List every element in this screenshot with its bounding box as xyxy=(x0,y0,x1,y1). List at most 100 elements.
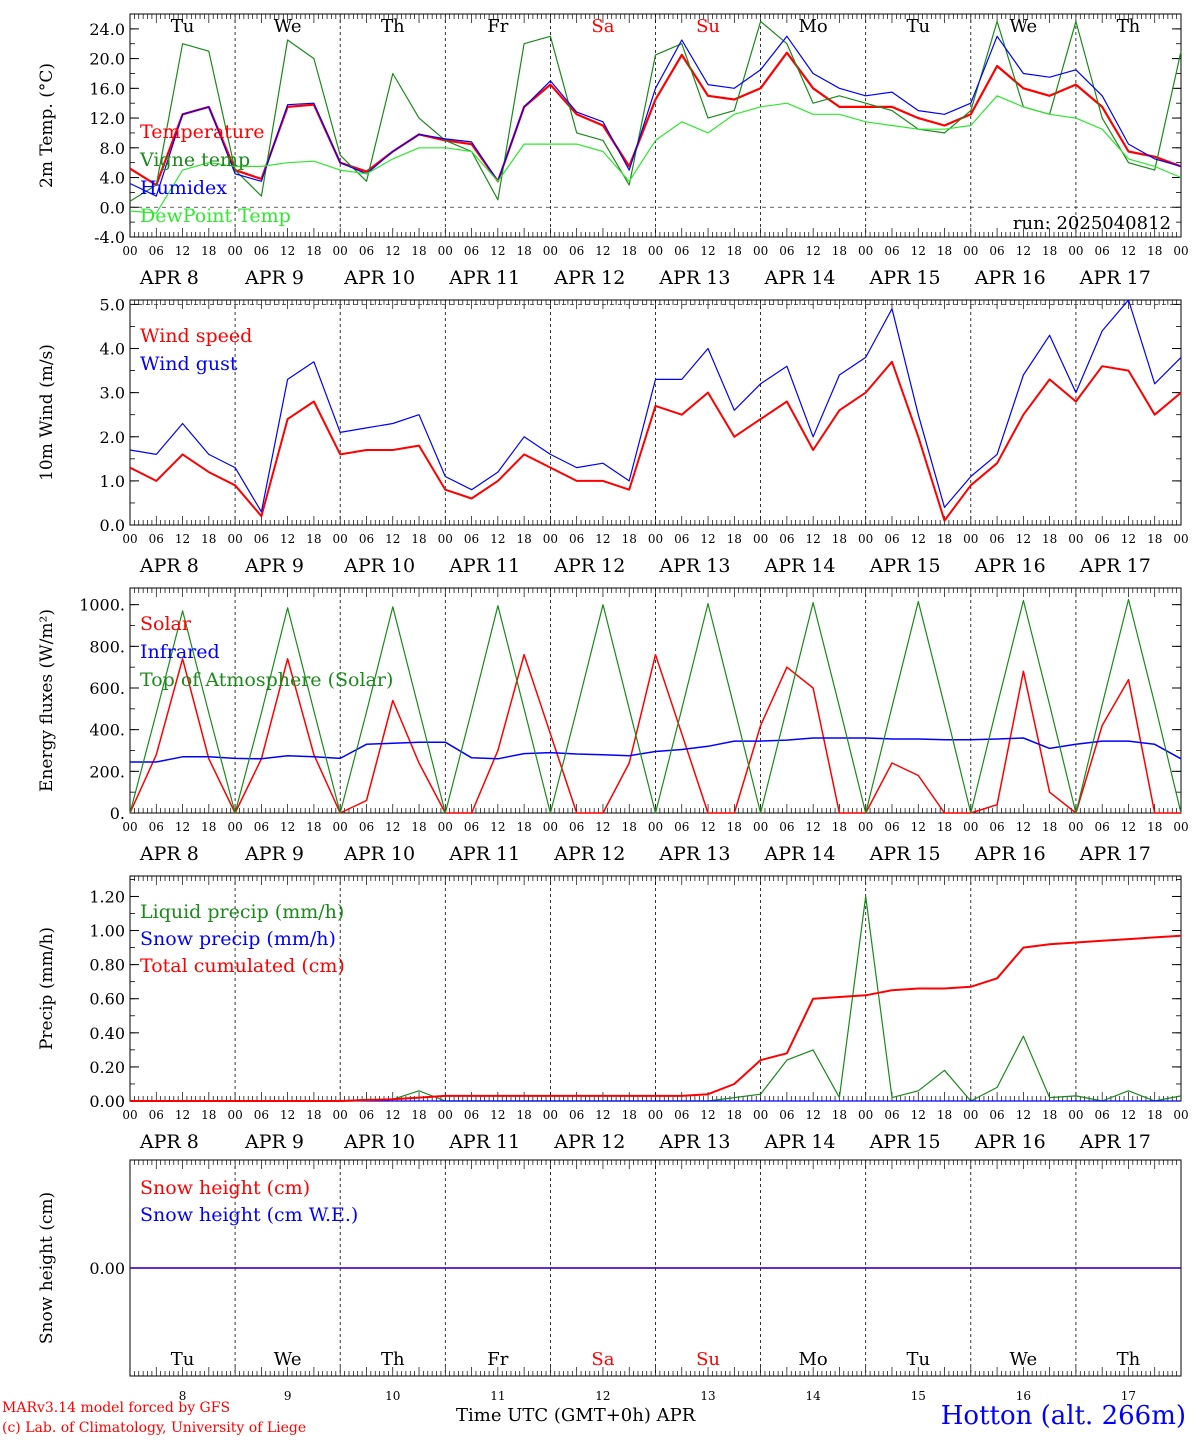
series-line-2 xyxy=(129,35,1182,197)
date-label: APR 11 xyxy=(448,843,520,865)
y-tick-label: 4.0 xyxy=(100,340,125,359)
date-label: APR 9 xyxy=(244,1131,304,1153)
hour-label: 18 xyxy=(201,532,216,546)
hour-label: 18 xyxy=(1147,532,1162,546)
date-label: APR 15 xyxy=(869,267,941,289)
panel-temp xyxy=(129,13,1182,238)
date-label: APR 9 xyxy=(244,267,304,289)
hour-label: 06 xyxy=(149,532,164,546)
hour-label: 00 xyxy=(543,1108,558,1122)
y-tick-label: 0.20 xyxy=(89,1058,125,1077)
hour-label: 18 xyxy=(411,244,426,258)
series-line-2 xyxy=(130,934,1182,1102)
panel-precip xyxy=(129,875,1182,1102)
y-tick-label: 5.0 xyxy=(100,295,125,314)
y-tick-label: 600. xyxy=(89,679,125,698)
hour-label: 12 xyxy=(700,1108,715,1122)
hour-label: 00 xyxy=(543,532,558,546)
hour-label: 00 xyxy=(333,532,348,546)
day-number: 12 xyxy=(595,1389,610,1403)
hour-label: 06 xyxy=(359,1108,374,1122)
legend-entry: Wind gust xyxy=(140,353,238,375)
hour-label: 06 xyxy=(884,244,899,258)
hour-label: 18 xyxy=(937,244,952,258)
hour-label: 12 xyxy=(806,244,821,258)
legend-entry: DewPoint Temp xyxy=(140,205,291,227)
weekday-label: Th xyxy=(1117,1349,1141,1370)
hour-label: 06 xyxy=(674,532,689,546)
hour-label: 18 xyxy=(832,820,847,834)
date-label: APR 15 xyxy=(869,1131,941,1153)
hour-label: 06 xyxy=(569,532,584,546)
hour-label: 18 xyxy=(1147,244,1162,258)
hour-label: 06 xyxy=(674,820,689,834)
date-label: APR 12 xyxy=(553,1131,625,1153)
hour-label: 06 xyxy=(569,244,584,258)
hour-label: 06 xyxy=(779,820,794,834)
weekday-label: Tu xyxy=(906,16,930,37)
date-label: APR 14 xyxy=(763,267,835,289)
day-number: 16 xyxy=(1016,1389,1031,1403)
station-name: Hotton (alt. 266m) xyxy=(940,1401,1186,1431)
date-label: APR 11 xyxy=(448,555,520,577)
y-tick-label: 3.0 xyxy=(100,384,125,403)
hour-label: 06 xyxy=(779,244,794,258)
hour-label: 18 xyxy=(622,1108,637,1122)
date-label: APR 17 xyxy=(1079,843,1151,865)
hour-label: 18 xyxy=(1147,1108,1162,1122)
hour-label: 18 xyxy=(832,532,847,546)
hour-label: 12 xyxy=(700,820,715,834)
hour-label: 12 xyxy=(911,244,926,258)
day-number: 9 xyxy=(284,1389,292,1403)
hour-label: 06 xyxy=(359,532,374,546)
hour-label: 18 xyxy=(201,820,216,834)
hour-label: 18 xyxy=(727,820,742,834)
hour-label: 00 xyxy=(648,1108,663,1122)
hour-label: 12 xyxy=(175,1108,190,1122)
y-tick-label: 0.40 xyxy=(89,1024,125,1043)
hour-label: 06 xyxy=(359,820,374,834)
hour-label: 00 xyxy=(333,820,348,834)
day-number: 8 xyxy=(179,1389,187,1403)
hour-label: 12 xyxy=(595,244,610,258)
hour-label: 06 xyxy=(464,820,479,834)
date-label: APR 12 xyxy=(553,843,625,865)
hour-label: 00 xyxy=(648,244,663,258)
y-tick-label: 0.0 xyxy=(100,198,125,217)
hour-label: 00 xyxy=(122,820,137,834)
hour-label: 18 xyxy=(306,244,321,258)
y-tick-label: 0.00 xyxy=(89,1259,125,1278)
y-tick-label: 0.80 xyxy=(89,956,125,975)
day-number: 17 xyxy=(1121,1389,1136,1403)
hour-label: 12 xyxy=(1121,532,1136,546)
y-tick-label: 16.0 xyxy=(89,79,125,98)
weekday-label: Fr xyxy=(487,16,508,37)
y-axis-label: Snow height (cm) xyxy=(37,1192,57,1344)
hour-label: 18 xyxy=(516,1108,531,1122)
hour-label: 00 xyxy=(753,244,768,258)
date-label: APR 16 xyxy=(974,555,1046,577)
hour-label: 00 xyxy=(543,244,558,258)
hour-label: 00 xyxy=(438,1108,453,1122)
panel-frame xyxy=(129,13,1182,238)
y-tick-label: 1.0 xyxy=(100,472,125,491)
date-label: APR 8 xyxy=(139,1131,199,1153)
hour-label: 18 xyxy=(201,244,216,258)
hour-label: 00 xyxy=(753,532,768,546)
date-label: APR 16 xyxy=(974,1131,1046,1153)
hour-label: 00 xyxy=(122,1108,137,1122)
hour-label: 00 xyxy=(1173,244,1188,258)
date-label: APR 10 xyxy=(343,1131,415,1153)
date-label: APR 17 xyxy=(1079,267,1151,289)
date-label: APR 16 xyxy=(974,267,1046,289)
hour-label: 18 xyxy=(1042,820,1057,834)
hour-label: 00 xyxy=(1173,1108,1188,1122)
hour-label: 00 xyxy=(1068,1108,1083,1122)
legend-entry: Infrared xyxy=(140,641,220,663)
hour-label: 06 xyxy=(359,244,374,258)
date-label: APR 15 xyxy=(869,555,941,577)
hour-label: 12 xyxy=(1016,1108,1031,1122)
y-tick-label: 0.00 xyxy=(89,1092,125,1111)
date-label: APR 12 xyxy=(553,267,625,289)
hour-label: 18 xyxy=(306,820,321,834)
